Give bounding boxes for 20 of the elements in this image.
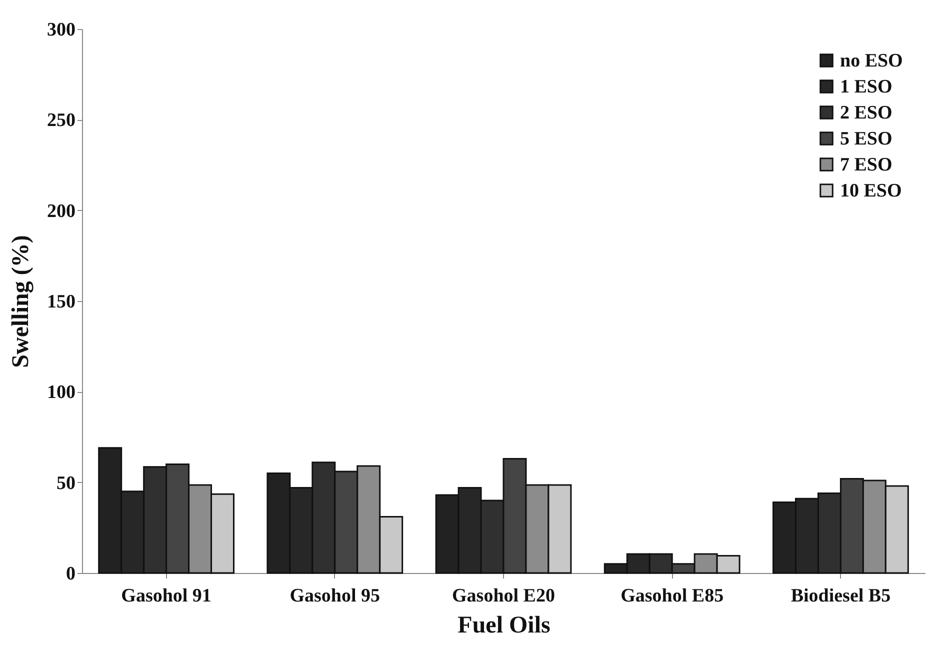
x-tick-label: Gasohol 95	[290, 586, 380, 606]
y-axis-title: Swelling (%)	[8, 235, 34, 368]
legend-label: no ESO	[840, 50, 903, 72]
x-tick-label: Gasohol E20	[452, 586, 555, 606]
y-tick-label: 100	[47, 382, 76, 404]
legend-label: 5 ESO	[840, 128, 892, 150]
legend-label: 10 ESO	[840, 180, 902, 202]
y-tick-label: 50	[56, 472, 76, 494]
x-tick-label: Biodiesel B5	[790, 586, 891, 606]
x-tick-label: Gasohol 91	[121, 586, 212, 606]
x-tick-label: Gasohol E85	[620, 586, 724, 606]
legend-label: 7 ESO	[840, 154, 892, 176]
y-tick-label: 150	[47, 292, 76, 312]
y-tick-label: 300	[47, 20, 76, 40]
y-tick-label: 250	[47, 110, 76, 132]
y-tick-label: 200	[47, 200, 76, 222]
y-tick-label: 0	[66, 564, 76, 584]
legend-label: 2 ESO	[840, 102, 892, 124]
x-axis-title: Fuel Oils	[458, 612, 550, 638]
legend-label: 1 ESO	[840, 76, 892, 98]
